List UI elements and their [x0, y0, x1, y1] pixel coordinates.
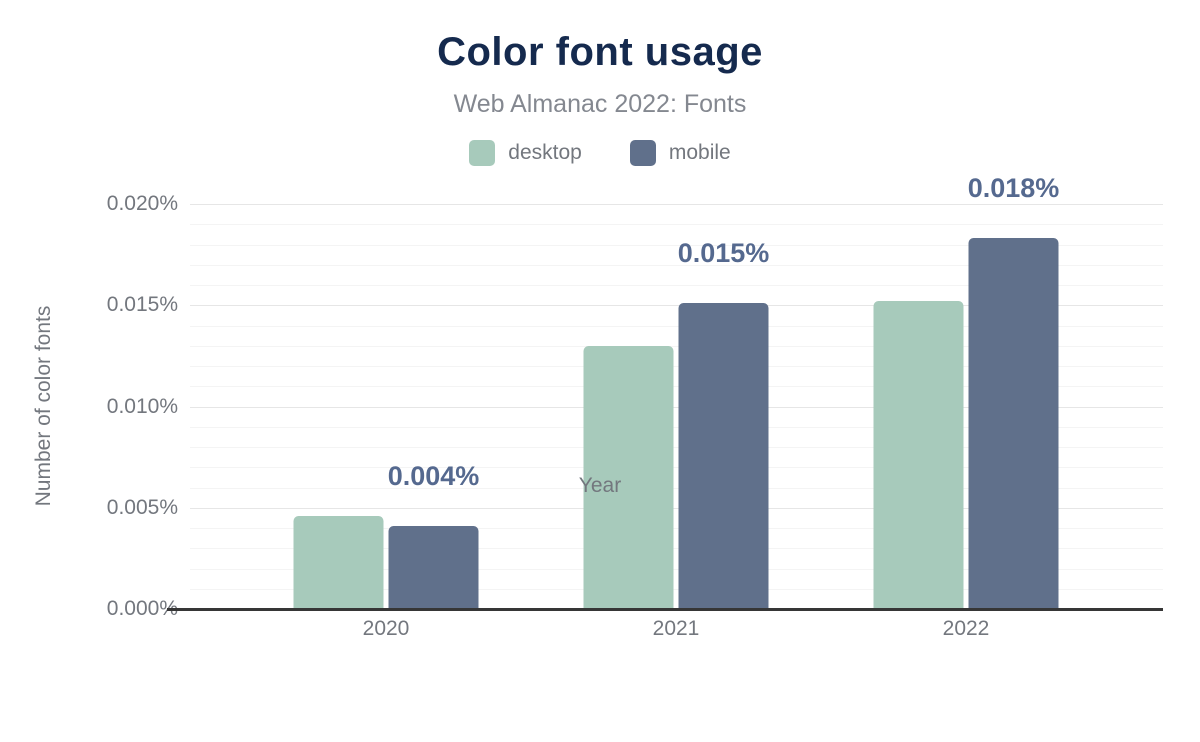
chart-subtitle: Web Almanac 2022: Fonts — [453, 90, 747, 118]
bar-mobile-2020[interactable] — [388, 526, 479, 609]
data-label-2021: 0.015% — [677, 238, 770, 269]
gridline-minor-0.016 — [190, 285, 1163, 286]
legend-item-desktop[interactable]: desktop — [469, 140, 582, 166]
gridline-minor-0.003 — [190, 548, 1163, 550]
bar-desktop-2020[interactable] — [293, 515, 384, 609]
bar-desktop-2022[interactable] — [873, 301, 964, 609]
y-tick-label: 0.020% — [106, 192, 178, 215]
gridline-major-0.015 — [190, 305, 1163, 307]
x-axis-title: Year — [578, 474, 622, 497]
gridline-major-0.01 — [190, 406, 1163, 408]
y-tick-label: 0.000% — [106, 597, 178, 620]
bar-group-2021 — [583, 303, 769, 609]
x-axis-line — [167, 608, 1163, 611]
legend: desktop mobile — [0, 140, 1200, 166]
gridline-major-0.02 — [190, 204, 1163, 205]
bar-group-2020 — [293, 515, 479, 609]
gridline-minor-0.018 — [190, 244, 1163, 246]
legend-swatch-desktop — [469, 140, 496, 166]
gridline-major-0.005 — [190, 507, 1163, 509]
y-tick-label: 0.015% — [106, 293, 178, 317]
gridline-minor-0.012 — [190, 366, 1163, 367]
legend-label: desktop — [508, 141, 582, 164]
bar-group-2022 — [873, 238, 1059, 609]
bar-desktop-2021[interactable] — [583, 345, 674, 609]
gridline-minor-0.009 — [190, 426, 1163, 428]
gridline-minor-0.011 — [190, 386, 1163, 388]
gridline-minor-0.001 — [190, 588, 1163, 590]
x-tick-label-2022: 2022 — [942, 617, 990, 640]
bar-mobile-2022[interactable] — [968, 238, 1059, 609]
data-label-2022: 0.018% — [967, 173, 1060, 204]
x-tick-label-2020: 2020 — [362, 617, 410, 640]
gridline-minor-0.013 — [190, 345, 1163, 347]
data-label-2020: 0.004% — [387, 460, 480, 491]
legend-swatch-mobile — [629, 140, 656, 166]
gridline-minor-0.007 — [190, 467, 1163, 469]
y-tick-label: 0.010% — [106, 394, 178, 418]
x-tick-label-2021: 2021 — [652, 617, 700, 640]
gridline-minor-0.019 — [190, 224, 1163, 226]
plot-area: 0.000% 0.005% 0.010% 0.015% 0.020% 2020 0.004%… — [107, 173, 1163, 640]
gridline-minor-0.002 — [190, 568, 1163, 570]
gridline-minor-0.004 — [190, 528, 1163, 529]
gridline-minor-0.008 — [190, 447, 1163, 448]
bar-mobile-2021[interactable] — [678, 303, 769, 609]
legend-label: mobile — [668, 141, 731, 164]
gridline-minor-0.014 — [190, 325, 1163, 327]
chart-title: Color font usage — [437, 30, 763, 74]
y-tick-label: 0.005% — [106, 495, 178, 519]
legend-item-mobile[interactable]: mobile — [629, 140, 731, 166]
gridline-minor-0.006 — [190, 487, 1163, 489]
gridline-minor-0.017 — [190, 264, 1163, 266]
